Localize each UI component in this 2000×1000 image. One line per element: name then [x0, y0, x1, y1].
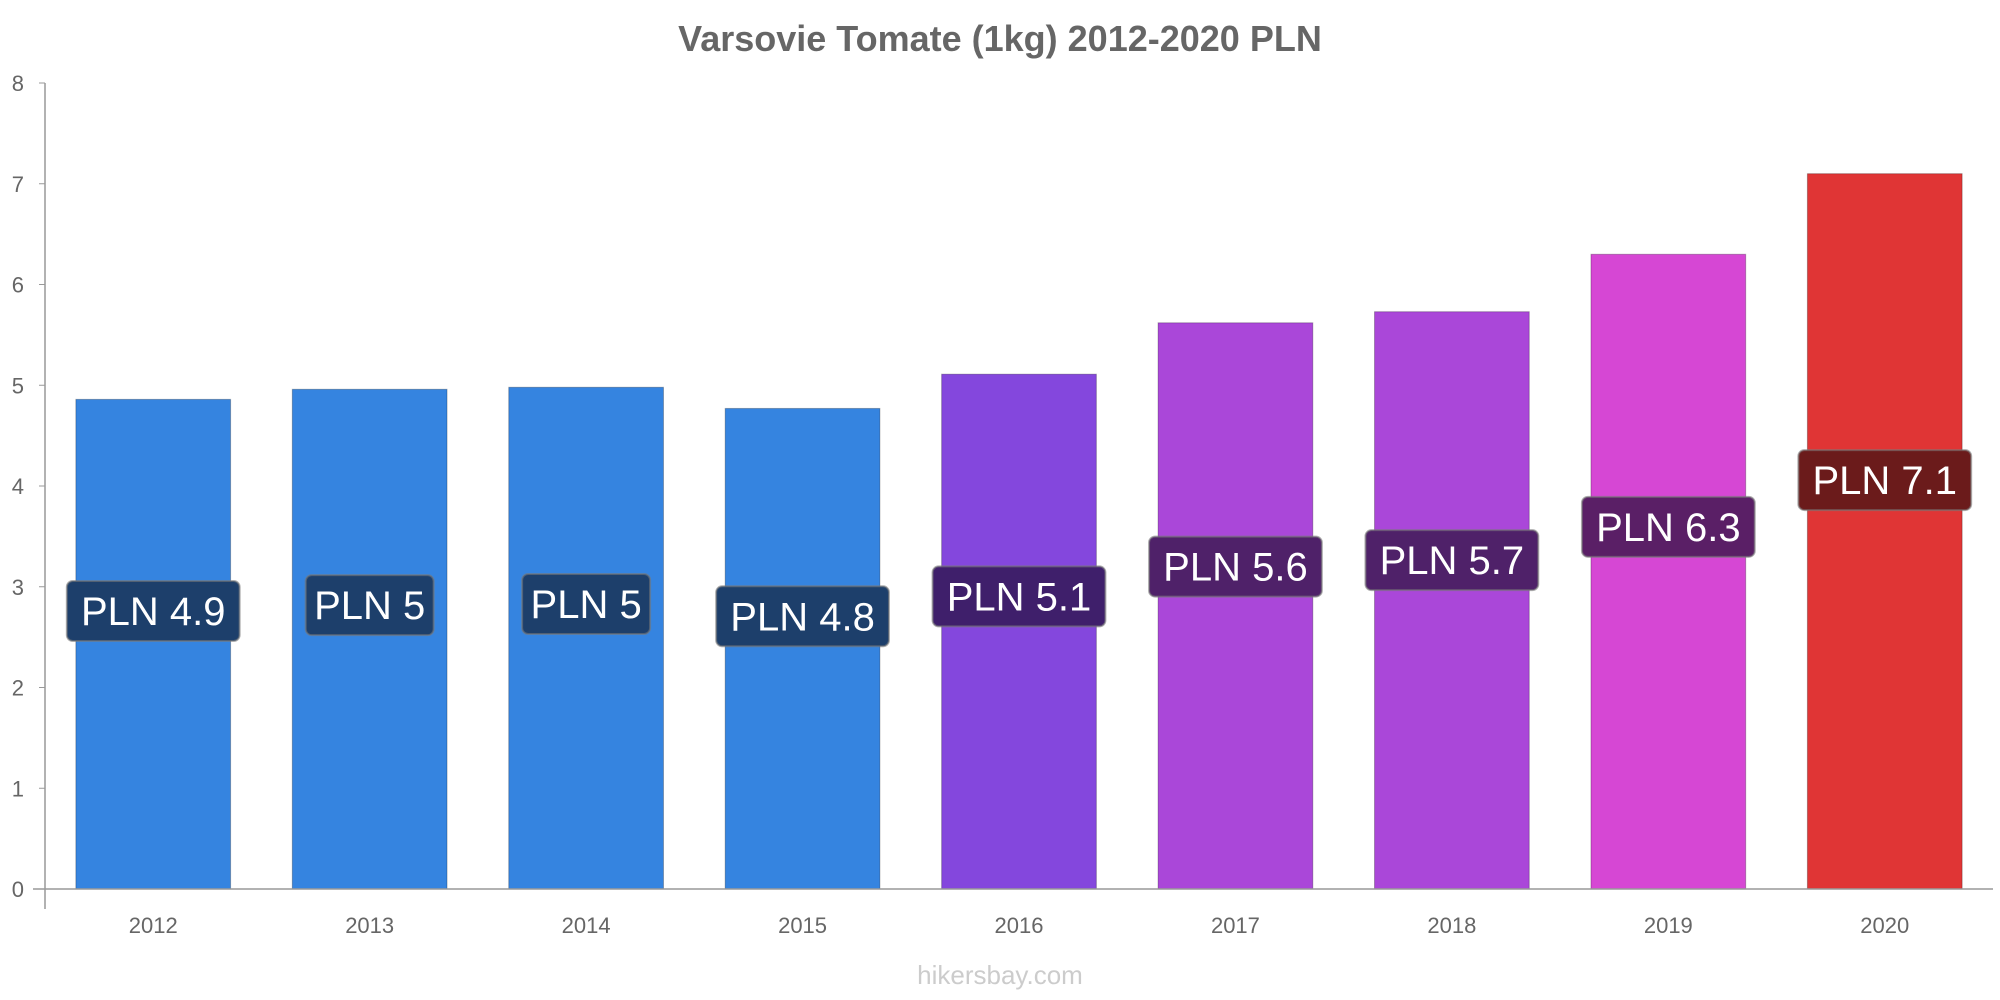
y-tick-label: 0: [12, 877, 24, 902]
bar-2013: [291, 388, 448, 890]
data-label-box: [1148, 535, 1323, 598]
x-tick-label: 2016: [995, 913, 1044, 938]
data-label-box: [931, 565, 1107, 628]
data-label-box: [715, 585, 890, 648]
bar-2015: [724, 407, 881, 890]
bar-2016: [941, 373, 1097, 890]
data-label: PLN 5.1: [947, 575, 1092, 619]
data-label: PLN 4.8: [730, 595, 875, 639]
bar-2018: [1374, 311, 1530, 890]
data-labels-layer: PLN 4.9 PLN 5 PLN 5 PLN 4.8 PLN 5.1 PLN 5.6 PL…: [65, 449, 1973, 648]
x-tick-label: 2012: [129, 913, 178, 938]
bar-2020: [1806, 173, 1963, 890]
x-tick-label: 2015: [778, 913, 827, 938]
y-tick-label: 1: [12, 776, 24, 801]
x-tick-label: 2017: [1211, 913, 1260, 938]
data-label-box: [521, 572, 652, 635]
data-label: PLN 4.9: [81, 590, 226, 634]
y-tick-label: 4: [12, 474, 24, 499]
y-tick-label: 8: [12, 71, 24, 96]
data-label-box: [1364, 529, 1540, 592]
data-label-box: [1580, 495, 1756, 558]
data-label: PLN 5.7: [1380, 539, 1525, 583]
data-label-box: [304, 574, 435, 637]
y-tick-label: 2: [12, 676, 24, 701]
bars-layer: [75, 173, 1963, 890]
data-label: PLN 5.6: [1163, 546, 1308, 590]
data-label: PLN 6.3: [1596, 506, 1741, 550]
bar-2012: [75, 398, 232, 890]
data-label-box: [1797, 449, 1973, 512]
bar-2017: [1157, 322, 1314, 890]
bar-2014: [508, 386, 664, 890]
data-label: PLN 5: [314, 584, 425, 628]
y-tick-label: 3: [12, 575, 24, 600]
watermark-text: hikersbay.com: [917, 960, 1083, 990]
x-tick-label: 2020: [1860, 913, 1909, 938]
data-label-box: [65, 580, 241, 643]
data-label: PLN 7.1: [1813, 459, 1958, 503]
y-tick-label: 5: [12, 373, 24, 398]
x-tick-label: 2014: [562, 913, 611, 938]
bar-2019: [1590, 253, 1747, 890]
x-tick-label: 2013: [345, 913, 394, 938]
y-tick-label: 7: [12, 172, 24, 197]
y-tick-label: 6: [12, 273, 24, 298]
x-tick-label: 2019: [1644, 913, 1693, 938]
data-label: PLN 5: [531, 583, 642, 627]
chart-title: Varsovie Tomate (1kg) 2012-2020 PLN: [678, 18, 1322, 59]
axes-layer: 0 1 2 3 4 5 6 7 8 2012 2013 2014 2015 2016 2017 2018 201…: [12, 71, 1993, 938]
x-tick-label: 2018: [1427, 913, 1476, 938]
